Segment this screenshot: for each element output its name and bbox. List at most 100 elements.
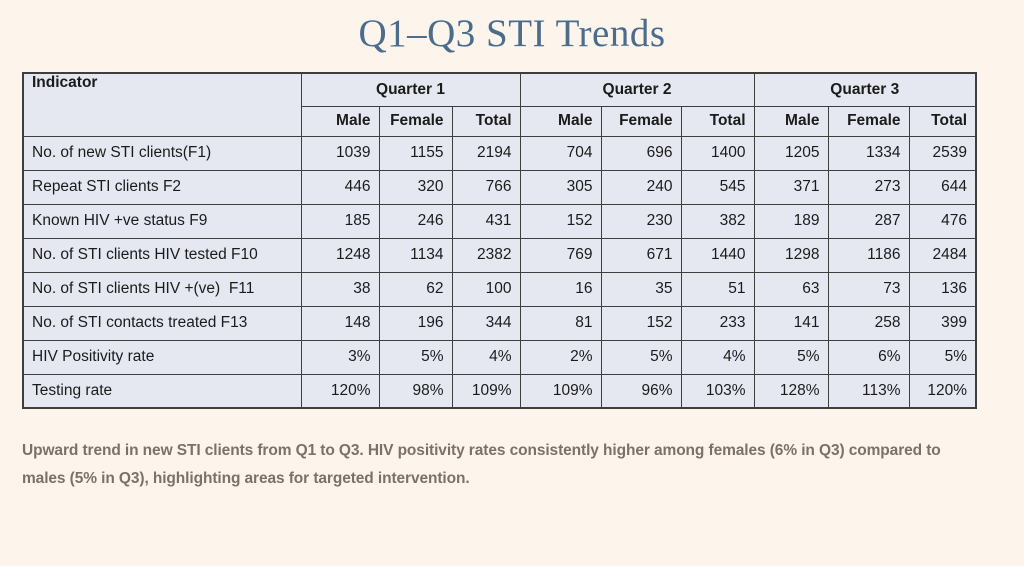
quarter-header-row: Indicator Quarter 1 Quarter 2 Quarter 3 xyxy=(22,72,977,137)
value-cell: 399 xyxy=(908,305,977,341)
indicator-cell: No. of STI contacts treated F13 xyxy=(22,305,302,341)
indicator-cell: No. of STI clients HIV +(ve) F11 xyxy=(22,271,302,307)
table-row: No. of STI clients HIV +(ve) F11 38 62 100 1… xyxy=(22,271,977,307)
indicator-cell: Known HIV +ve status F9 xyxy=(22,203,302,239)
value-cell: 5% xyxy=(378,339,453,375)
value-cell: 476 xyxy=(908,203,977,239)
indicator-cell: HIV Positivity rate xyxy=(22,339,302,375)
value-cell: 320 xyxy=(378,169,453,205)
table-row: No. of STI clients HIV tested F10 1248 113… xyxy=(22,237,977,273)
table-row: No. of new STI clients(F1) 1039 1155 2194 70… xyxy=(22,135,977,171)
value-cell: 3% xyxy=(300,339,380,375)
value-cell: 152 xyxy=(519,203,602,239)
indicator-cell: No. of new STI clients(F1) xyxy=(22,135,302,171)
value-cell: 136 xyxy=(908,271,977,307)
value-cell: 113% xyxy=(827,373,910,409)
value-cell: 344 xyxy=(451,305,521,341)
value-cell: 696 xyxy=(600,135,682,171)
value-cell: 230 xyxy=(600,203,682,239)
value-cell: 382 xyxy=(680,203,755,239)
value-cell: 1248 xyxy=(300,237,380,273)
value-cell: 1155 xyxy=(378,135,453,171)
value-cell: 196 xyxy=(378,305,453,341)
value-cell: 2% xyxy=(519,339,602,375)
q1-female-header: Female xyxy=(378,105,453,137)
value-cell: 109% xyxy=(519,373,602,409)
summary-caption: Upward trend in new STI clients from Q1 … xyxy=(22,442,941,487)
q1-total-header: Total xyxy=(451,105,521,137)
value-cell: 81 xyxy=(519,305,602,341)
value-cell: 189 xyxy=(753,203,829,239)
value-cell: 1039 xyxy=(300,135,380,171)
table-row: HIV Positivity rate 3% 5% 4% 2% 5% 4% 5% 6% 5% xyxy=(22,339,977,375)
quarter-3-header: Quarter 3 xyxy=(753,72,977,107)
value-cell: 446 xyxy=(300,169,380,205)
table-row: Known HIV +ve status F9 185 246 431 152 230 38… xyxy=(22,203,977,239)
value-cell: 5% xyxy=(600,339,682,375)
value-cell: 2484 xyxy=(908,237,977,273)
value-cell: 5% xyxy=(753,339,829,375)
value-cell: 671 xyxy=(600,237,682,273)
value-cell: 2382 xyxy=(451,237,521,273)
indicator-cell: No. of STI clients HIV tested F10 xyxy=(22,237,302,273)
page-title: Q1–Q3 STI Trends xyxy=(358,12,666,55)
value-cell: 246 xyxy=(378,203,453,239)
value-cell: 1400 xyxy=(680,135,755,171)
value-cell: 704 xyxy=(519,135,602,171)
value-cell: 62 xyxy=(378,271,453,307)
value-cell: 100 xyxy=(451,271,521,307)
value-cell: 1298 xyxy=(753,237,829,273)
sub-header-row: Male Female Total Male Female Total Male… xyxy=(23,105,977,137)
value-cell: 4% xyxy=(451,339,521,375)
table-body: No. of new STI clients(F1) 1039 1155 2194 70… xyxy=(22,135,977,409)
indicator-cell: Testing rate xyxy=(22,373,302,409)
value-cell: 545 xyxy=(680,169,755,205)
q2-female-header: Female xyxy=(600,105,682,137)
value-cell: 2539 xyxy=(908,135,977,171)
q3-total-header: Total xyxy=(908,105,977,137)
value-cell: 1205 xyxy=(753,135,829,171)
quarter-1-header: Quarter 1 xyxy=(300,72,521,107)
value-cell: 240 xyxy=(600,169,682,205)
table-row: No. of STI contacts treated F13 148 196 344… xyxy=(22,305,977,341)
value-cell: 644 xyxy=(908,169,977,205)
indicator-column-header: Indicator xyxy=(22,72,302,137)
value-cell: 152 xyxy=(600,305,682,341)
value-cell: 51 xyxy=(680,271,755,307)
value-cell: 35 xyxy=(600,271,682,307)
value-cell: 273 xyxy=(827,169,910,205)
value-cell: 109% xyxy=(451,373,521,409)
q3-female-header: Female xyxy=(827,105,910,137)
value-cell: 98% xyxy=(378,373,453,409)
value-cell: 258 xyxy=(827,305,910,341)
value-cell: 96% xyxy=(600,373,682,409)
table-row: Testing rate 120% 98% 109% 109% 96% 103% 128% 11… xyxy=(22,373,977,409)
q2-male-header: Male xyxy=(519,105,602,137)
report-page: { "page": { "title": "Q1–Q3 STI Trends",… xyxy=(0,10,1024,566)
value-cell: 287 xyxy=(827,203,910,239)
value-cell: 1134 xyxy=(378,237,453,273)
value-cell: 63 xyxy=(753,271,829,307)
value-cell: 5% xyxy=(908,339,977,375)
value-cell: 2194 xyxy=(451,135,521,171)
sti-trends-table: Indicator Quarter 1 Quarter 2 Quarter 3 … xyxy=(22,72,978,409)
value-cell: 16 xyxy=(519,271,602,307)
value-cell: 1334 xyxy=(827,135,910,171)
table-row: Repeat STI clients F2 446 320 766 305 240 545 3… xyxy=(22,169,977,205)
q2-total-header: Total xyxy=(680,105,755,137)
value-cell: 431 xyxy=(451,203,521,239)
value-cell: 1440 xyxy=(680,237,755,273)
value-cell: 233 xyxy=(680,305,755,341)
value-cell: 766 xyxy=(451,169,521,205)
value-cell: 128% xyxy=(753,373,829,409)
value-cell: 120% xyxy=(300,373,380,409)
value-cell: 305 xyxy=(519,169,602,205)
indicator-cell: Repeat STI clients F2 xyxy=(22,169,302,205)
value-cell: 185 xyxy=(300,203,380,239)
value-cell: 1186 xyxy=(827,237,910,273)
value-cell: 38 xyxy=(300,271,380,307)
value-cell: 73 xyxy=(827,271,910,307)
value-cell: 6% xyxy=(827,339,910,375)
table-header: Indicator Quarter 1 Quarter 2 Quarter 3 … xyxy=(22,72,977,137)
value-cell: 148 xyxy=(300,305,380,341)
